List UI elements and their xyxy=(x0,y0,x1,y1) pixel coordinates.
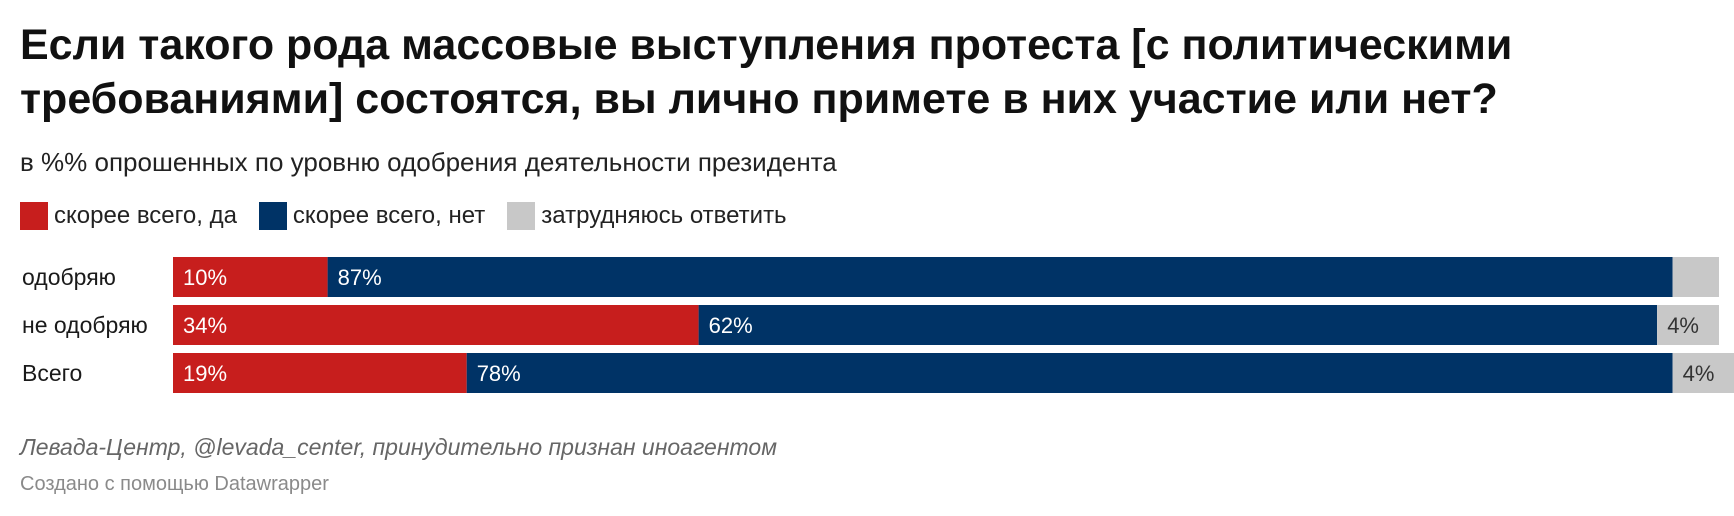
data-label: 19% xyxy=(183,361,227,386)
legend-label-no: скорее всего, нет xyxy=(292,202,486,229)
legend-label-unsure: затрудняюсь ответить xyxy=(541,202,787,229)
data-label: 4% xyxy=(1667,313,1699,338)
bar-segment xyxy=(173,353,467,393)
data-label: 34% xyxy=(183,313,227,338)
data-label: 78% xyxy=(477,361,521,386)
data-label: 87% xyxy=(338,265,382,290)
category-label: не одобряю xyxy=(22,312,148,338)
data-label: 62% xyxy=(709,313,753,338)
category-label: Всего xyxy=(22,360,82,386)
legend-label-yes: скорее всего, да xyxy=(54,202,237,229)
bar-segment xyxy=(1672,257,1719,297)
bar-segment xyxy=(327,257,1673,297)
legend: скорее всего, да скорее всего, нет затру… xyxy=(20,202,809,230)
legend-swatch-no xyxy=(258,202,287,230)
data-label: 10% xyxy=(183,265,227,290)
source-note: Левада-Центр, @levada_center, принудител… xyxy=(20,434,777,460)
category-label: одобряю xyxy=(22,264,116,290)
stacked-bar-chart: одобряю 10% 87% не одобряю 34% 62% 4% Всего 19% 7… xyxy=(22,257,1734,393)
chart-subtitle: в %% опрошенных по уровню одобрения деят… xyxy=(20,147,837,177)
bar-segment xyxy=(173,257,328,297)
bar-segment xyxy=(1657,305,1719,345)
credit-note: Создано с помощью Datawrapper xyxy=(20,473,329,495)
bar-segment xyxy=(173,305,699,345)
bar-segment xyxy=(1672,353,1734,393)
legend-item-no: скорее всего, нет xyxy=(258,202,486,230)
legend-item-yes: скорее всего, да xyxy=(20,202,237,230)
chart-title: Если такого рода массовые выступления пр… xyxy=(20,21,1513,123)
legend-swatch-unsure xyxy=(507,202,536,230)
bar-segment xyxy=(698,305,1658,345)
legend-swatch-yes xyxy=(20,202,48,230)
legend-item-unsure: затрудняюсь ответить xyxy=(507,202,787,230)
bar-segment xyxy=(466,353,1673,393)
data-label: 4% xyxy=(1683,361,1715,386)
